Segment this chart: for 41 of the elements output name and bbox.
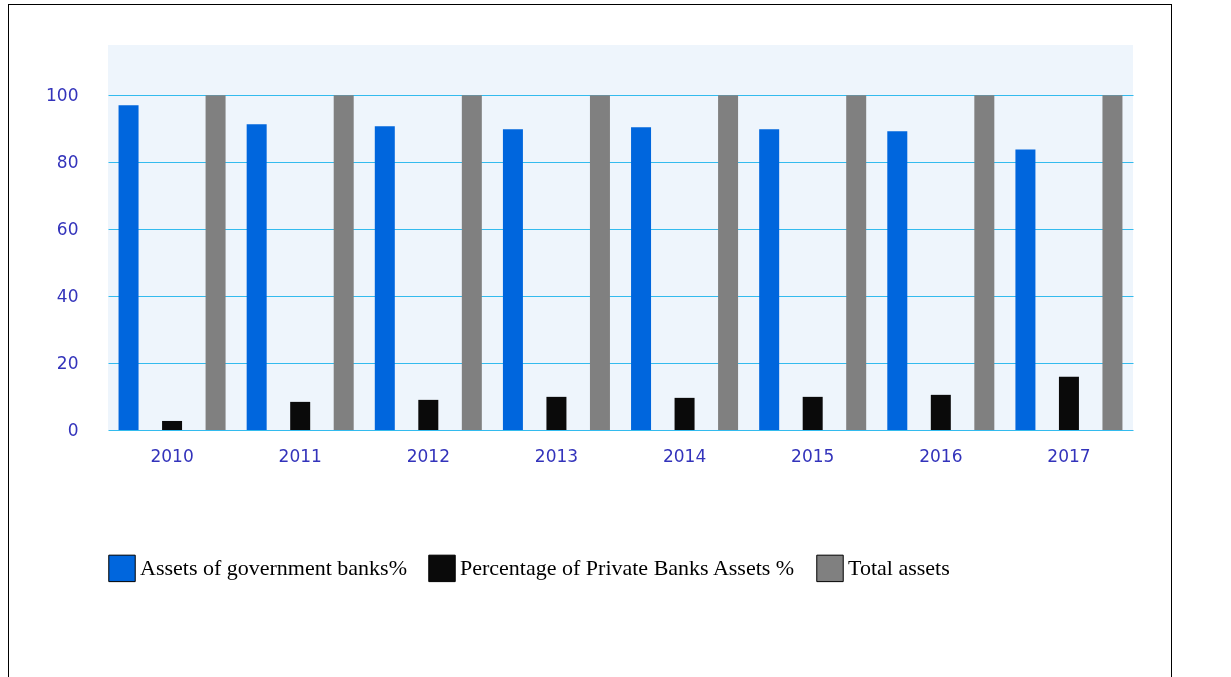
- bar: [1058, 376, 1079, 430]
- bar: [846, 95, 867, 430]
- x-tick-label: 2014: [662, 445, 707, 466]
- bar: [802, 396, 823, 430]
- bar: [205, 95, 226, 430]
- bar: [930, 394, 951, 430]
- legend-label: Percentage of Private Banks Assets %: [460, 555, 795, 581]
- bar: [759, 129, 780, 430]
- bar: [461, 95, 482, 430]
- legend-label: Total assets: [848, 555, 950, 581]
- bar: [418, 399, 439, 430]
- bar: [546, 396, 567, 430]
- x-tick-label: 2010: [150, 445, 194, 466]
- y-tick-label: 60: [56, 218, 79, 239]
- legend-label: Assets of government banks%: [140, 555, 408, 581]
- bar: [333, 95, 354, 430]
- bar: [1102, 95, 1123, 430]
- bar: [589, 95, 610, 430]
- x-tick-label: 2013: [534, 445, 579, 466]
- bar: [974, 95, 995, 430]
- bar: [162, 420, 183, 430]
- x-tick-label: 2017: [1047, 445, 1091, 466]
- x-tick-label: 2016: [919, 445, 963, 466]
- x-tick-label: 2015: [791, 445, 835, 466]
- bar: [718, 95, 739, 430]
- bar: [118, 105, 139, 430]
- bar: [246, 124, 267, 430]
- bar: [374, 126, 395, 430]
- bar: [290, 401, 311, 430]
- bar: [887, 131, 908, 430]
- y-tick-label: 100: [46, 84, 79, 105]
- y-tick-label: 20: [56, 352, 79, 373]
- bar: [502, 129, 523, 430]
- bar: [1015, 149, 1036, 430]
- x-tick-label: 2012: [406, 445, 450, 466]
- bar: [674, 397, 695, 430]
- bar: [631, 127, 652, 430]
- y-tick-label: 0: [67, 419, 79, 440]
- y-tick-label: 80: [56, 151, 79, 172]
- x-tick-label: 2011: [278, 445, 322, 466]
- y-tick-label: 40: [56, 285, 79, 306]
